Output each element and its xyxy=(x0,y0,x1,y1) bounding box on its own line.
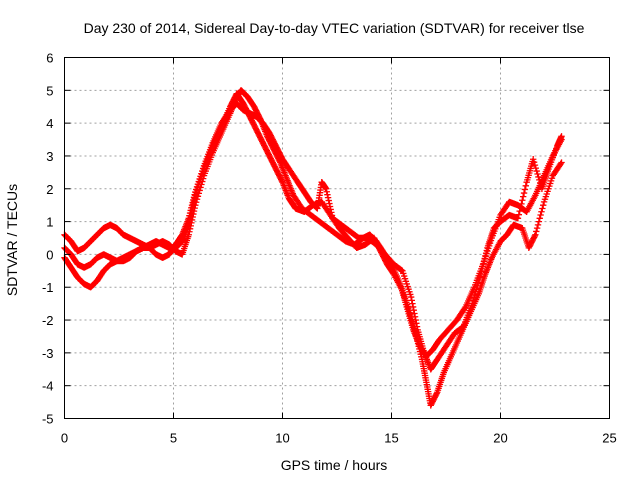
data-point xyxy=(473,285,480,293)
data-point xyxy=(514,215,522,222)
data-point xyxy=(468,300,476,307)
plot-frame xyxy=(64,57,610,419)
data-point xyxy=(540,201,547,209)
data-point xyxy=(409,303,417,311)
data-point xyxy=(324,194,332,201)
data-point xyxy=(516,207,523,215)
y-tick-label: -1 xyxy=(42,280,54,295)
data-point xyxy=(519,193,527,200)
data-point xyxy=(532,164,540,172)
y-tick-label: 6 xyxy=(46,51,53,66)
data-point xyxy=(408,297,415,304)
data-points xyxy=(61,87,565,409)
data-point xyxy=(328,209,335,216)
data-point xyxy=(409,300,416,307)
data-point xyxy=(558,159,565,166)
data-point xyxy=(326,200,333,207)
data-point xyxy=(476,273,484,281)
x-tick-label: 0 xyxy=(61,431,68,446)
data-point xyxy=(522,182,529,190)
data-point xyxy=(323,188,330,195)
y-tick-label: -2 xyxy=(42,313,54,328)
data-point xyxy=(536,176,543,184)
data-point xyxy=(538,208,545,215)
data-point xyxy=(530,158,538,166)
y-tick-label: 3 xyxy=(46,149,53,164)
x-tick-label: 20 xyxy=(493,431,507,446)
data-point xyxy=(534,170,541,178)
data-point xyxy=(324,191,331,198)
chart-title: Day 230 of 2014, Sidereal Day-to-day VTE… xyxy=(84,20,585,36)
x-tick-label: 15 xyxy=(384,431,398,446)
data-point xyxy=(469,297,477,304)
y-axis-label: SDTVAR / TECUs xyxy=(4,184,20,296)
data-point xyxy=(411,310,418,317)
data-point xyxy=(518,200,525,208)
series-track-c xyxy=(61,100,565,373)
data-point xyxy=(471,291,478,298)
data-point xyxy=(278,177,286,185)
data-point xyxy=(537,211,544,219)
data-point xyxy=(531,161,539,169)
data-point xyxy=(412,316,419,324)
data-point xyxy=(328,212,336,219)
data-point xyxy=(530,156,537,163)
y-tick-label: -4 xyxy=(42,379,54,394)
data-point xyxy=(461,305,468,312)
y-tick-label: -5 xyxy=(42,412,54,427)
data-point xyxy=(474,282,481,290)
data-point xyxy=(534,221,542,229)
y-tick-label: 5 xyxy=(46,83,53,98)
data-point xyxy=(519,197,526,204)
data-point xyxy=(521,186,529,193)
x-tick-label: 5 xyxy=(170,431,177,446)
data-point xyxy=(535,173,542,181)
data-point xyxy=(410,307,417,314)
y-tick-label: 2 xyxy=(46,182,53,197)
data-point xyxy=(411,313,419,320)
data-point xyxy=(433,390,440,397)
data-point xyxy=(533,167,540,175)
data-point xyxy=(535,218,543,225)
data-point xyxy=(407,293,415,301)
y-tick-label: 4 xyxy=(46,116,53,131)
data-point xyxy=(475,276,483,284)
data-point xyxy=(398,266,405,274)
data-point xyxy=(533,224,541,232)
data-point xyxy=(472,288,479,296)
data-point xyxy=(325,197,332,204)
x-axis-label: GPS time / hours xyxy=(281,457,388,473)
y-tick-label: -3 xyxy=(42,346,54,361)
data-point xyxy=(536,215,543,222)
y-tick-label: 1 xyxy=(46,215,53,230)
data-point xyxy=(327,206,334,213)
data-point xyxy=(475,279,482,287)
data-point xyxy=(470,294,478,301)
data-point xyxy=(517,204,524,211)
data-point xyxy=(533,228,540,235)
data-point xyxy=(322,185,330,192)
x-tick-label: 25 xyxy=(602,431,616,446)
data-point xyxy=(531,232,538,240)
data-point xyxy=(326,203,334,210)
data-point xyxy=(515,211,523,218)
series-track-a xyxy=(61,87,565,360)
data-point xyxy=(557,160,564,168)
axis-ticks: 0 5 10 15 20 25 -5 -4 -3 -2 -1 0 1 2 3 4 5 6 xyxy=(42,51,617,446)
data-point xyxy=(558,133,565,140)
data-point xyxy=(520,189,528,197)
data-point xyxy=(539,205,546,212)
data-point xyxy=(413,323,421,330)
data-point xyxy=(413,320,420,327)
data-point xyxy=(532,231,539,238)
x-tick-label: 10 xyxy=(275,431,289,446)
y-tick-label: 0 xyxy=(46,247,53,262)
